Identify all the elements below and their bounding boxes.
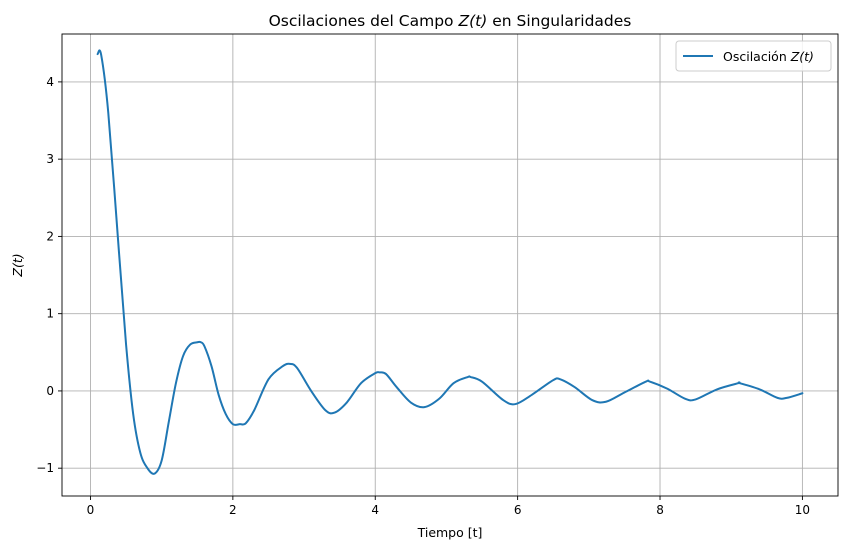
x-tick-label: 6	[514, 503, 522, 517]
legend: Oscilación Z(t)	[675, 40, 832, 72]
y-tick-label: 1	[46, 307, 54, 321]
y-tick-label: −1	[36, 461, 54, 475]
y-tick-label: 0	[46, 384, 54, 398]
legend-entry-label: Oscilación Z(t)	[723, 49, 814, 64]
y-tick-label: 4	[46, 75, 54, 89]
chart-title: Oscilaciones del Campo Z(t) en Singulari…	[269, 12, 632, 30]
y-axis-label: Z(t)	[10, 253, 25, 277]
series-layer	[96, 49, 804, 475]
x-tick-label: 10	[795, 503, 810, 517]
grid	[62, 34, 838, 496]
legend-box	[675, 40, 832, 72]
series-line-0	[96, 49, 804, 475]
x-tick-label: 4	[371, 503, 379, 517]
y-tick-label: 3	[46, 152, 54, 166]
plot-frame	[61, 33, 839, 497]
x-tick-label: 0	[87, 503, 95, 517]
ticks: 0 2 4 6 8 10 −1 0 1 2 3 4	[36, 75, 810, 517]
y-tick-label: 2	[46, 229, 54, 243]
x-tick-label: 2	[229, 503, 237, 517]
x-axis-label: Tiempo [t]	[417, 525, 483, 540]
x-tick-label: 8	[656, 503, 664, 517]
